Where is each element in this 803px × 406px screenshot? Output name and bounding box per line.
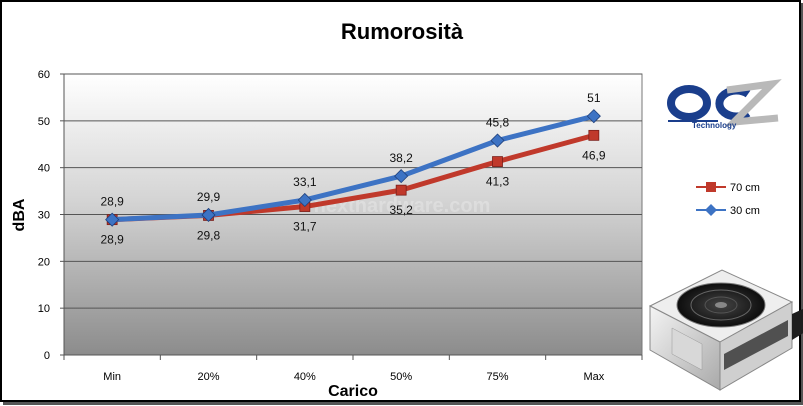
series-1-point-1: [201, 207, 216, 223]
series-1-label-3: 38,2: [389, 151, 413, 165]
series-0-label-4: 41,3: [486, 175, 510, 189]
legend-label-1: 30 cm: [730, 205, 760, 217]
series-0-label-1: 29,8: [197, 228, 221, 242]
x-tick-label-3: 50%: [390, 371, 412, 383]
y-axis-title: dBA: [11, 198, 28, 231]
y-tick-label-0: 0: [44, 350, 50, 362]
series-1-label-1: 29,9: [197, 190, 221, 204]
series-0-label-2: 31,7: [293, 220, 317, 234]
series-1-label-5: 51: [587, 91, 601, 105]
x-tick-label-1: 20%: [197, 371, 219, 383]
series-0-point-5: [588, 129, 600, 141]
series-0-label-3: 35,2: [389, 203, 413, 217]
y-tick-label-6: 60: [38, 69, 50, 81]
legend-label-0: 70 cm: [730, 182, 760, 194]
legend: 70 cm 30 cm: [696, 182, 760, 217]
ocz-logo-letters: [667, 79, 782, 127]
data-labels: 28,9 29,8 31,7 35,2 41,3 46,9 28,9 29,9 33,1 38,2…: [100, 91, 605, 247]
series-0-label-5: 46,9: [582, 148, 606, 162]
series-1-point-2: [297, 192, 312, 208]
series-line-1: [109, 113, 597, 223]
series-1-point-5: [586, 109, 601, 124]
series-layer: [105, 109, 601, 227]
watermark: nexthardware.com: [314, 195, 491, 217]
series-1-point-4: [490, 133, 505, 148]
y-tick-label-3: 30: [38, 210, 50, 222]
series-0-point-4: [492, 156, 503, 167]
power-supply-image: [648, 269, 803, 391]
x-tick-label-4: 75%: [486, 371, 508, 383]
x-tick-label-2: 40%: [294, 371, 316, 383]
y-tick-label-5: 50: [38, 116, 50, 128]
series-1-label-2: 33,1: [293, 175, 317, 189]
series-0-point-3: [395, 184, 407, 196]
series-1-label-4: 45,8: [486, 116, 510, 130]
x-axis-title: Carico: [328, 383, 378, 400]
series-1-point-3: [394, 169, 409, 184]
y-tick-label-2: 20: [38, 256, 50, 268]
series-0-label-0: 28,9: [100, 233, 124, 247]
series-1-label-0: 28,9: [100, 195, 124, 209]
legend-marker-0: [706, 182, 716, 192]
y-tick-label-1: 10: [38, 303, 50, 315]
x-axis-ticks: Min 20% 40% 50% 75% Max: [63, 74, 643, 383]
series-1-point-0: [105, 212, 120, 227]
ocz-logo: Technology: [667, 79, 782, 130]
x-tick-label-5: Max: [583, 371, 604, 383]
x-tick-label-0: Min: [103, 371, 121, 383]
y-tick-label-4: 40: [38, 163, 50, 175]
legend-marker-1: [705, 204, 717, 216]
ocz-logo-subtext: Technology: [692, 121, 737, 130]
y-axis-ticks: 0 10 20 30 40 50 60: [38, 69, 64, 362]
chart-title: Rumorosità: [341, 19, 464, 44]
